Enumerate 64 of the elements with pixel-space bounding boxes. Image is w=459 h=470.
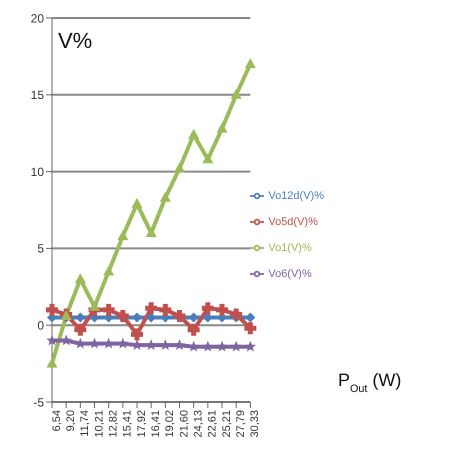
legend-label: Vo6(V)% <box>268 268 312 280</box>
y-tick-label: 5 <box>37 242 44 256</box>
x-tick-label: 24,13 <box>192 410 204 438</box>
point <box>117 230 128 240</box>
point <box>160 192 171 202</box>
x-tick-label: 22,61 <box>206 410 219 438</box>
y-axis-title: V% <box>58 28 92 53</box>
point <box>132 198 143 208</box>
point <box>174 310 186 322</box>
point <box>117 338 129 348</box>
y-tick-label: 20 <box>30 11 44 26</box>
point <box>46 358 58 368</box>
point <box>89 300 100 311</box>
point <box>230 308 242 320</box>
legend-label: Vo1(V)% <box>268 242 312 254</box>
point <box>116 310 129 322</box>
x-tick-label: 9,20 <box>64 410 77 432</box>
point <box>46 304 58 316</box>
point <box>202 302 214 314</box>
point <box>216 122 228 133</box>
point <box>188 324 200 336</box>
point <box>216 304 228 316</box>
x-tick-label: 12,82 <box>107 410 120 438</box>
x-tick-label: 25,21 <box>220 410 233 438</box>
x-tick-label: 15,41 <box>122 410 134 438</box>
point <box>145 302 158 314</box>
point <box>244 322 256 334</box>
x-tick-label: 19,02 <box>164 410 176 438</box>
point <box>74 324 86 336</box>
point <box>174 339 186 350</box>
legend-label: Vo12d(V)% <box>268 190 324 202</box>
point <box>131 328 144 340</box>
x-tick-label: 6,54 <box>50 410 63 432</box>
point <box>103 265 114 276</box>
point <box>145 339 157 350</box>
y-tick-label: -5 <box>33 395 44 410</box>
x-tick-label: 30,33 <box>249 410 262 438</box>
x-tick-label: 17,92 <box>136 410 148 438</box>
point <box>202 340 214 352</box>
y-tick-label: 0 <box>37 318 44 332</box>
point <box>188 128 200 139</box>
x-tick-label: 21,60 <box>178 410 190 438</box>
x-tick-label: 11,74 <box>79 410 92 437</box>
point <box>202 153 214 164</box>
y-tick-label: 15 <box>30 88 44 102</box>
x-tick-label: 10,21 <box>93 410 106 438</box>
point <box>74 273 86 284</box>
point <box>88 338 100 348</box>
x-tick-label: 16,41 <box>150 410 162 438</box>
point <box>146 227 157 238</box>
point <box>174 162 186 173</box>
x-axis-title: P$_{Out}$ (W) <box>338 370 402 395</box>
point <box>159 304 172 316</box>
point <box>244 58 256 68</box>
point <box>102 304 115 316</box>
point <box>230 88 242 99</box>
point <box>160 339 172 350</box>
y-tick-label: 10 <box>30 164 44 179</box>
point <box>244 340 256 352</box>
legend-label: Vo5d(V)% <box>268 216 318 228</box>
x-tick-label: 27,79 <box>234 410 247 438</box>
point <box>102 338 114 348</box>
point <box>230 340 242 352</box>
point <box>216 340 228 352</box>
